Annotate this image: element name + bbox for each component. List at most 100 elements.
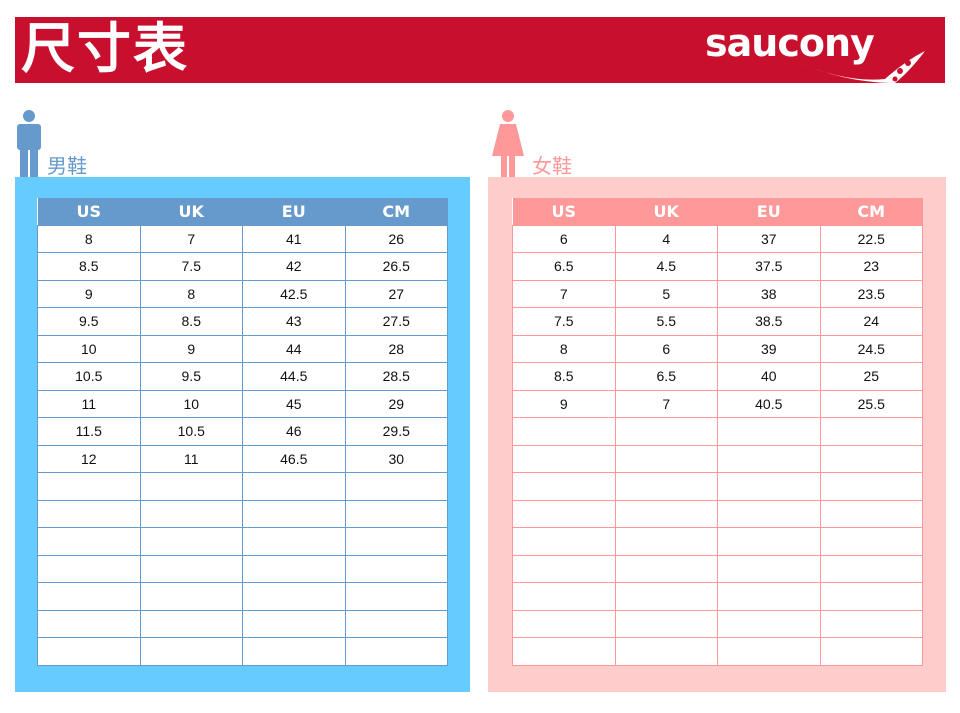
table-cell: 26: [344, 224, 448, 253]
men-label: 男鞋: [47, 154, 87, 178]
table-cell: [512, 499, 616, 528]
table-cell: 23.5: [819, 279, 923, 308]
table-cell: 29: [344, 389, 448, 418]
table-cell: [717, 609, 821, 638]
table-cell: [614, 609, 718, 638]
men-size-panel: US UK EU CM 8 7 41 26 8.5 7.5 42 26.5 9 8 42.5 27 9.5 8.5…: [15, 177, 470, 692]
table-cell: [344, 637, 448, 666]
table-cell: 6.5: [512, 252, 616, 281]
table-cell: [717, 417, 821, 446]
table-row: [512, 527, 923, 556]
table-cell: 4.5: [614, 252, 718, 281]
table-cell: 45: [242, 389, 346, 418]
table-cell: 4: [614, 224, 718, 253]
table-row: [512, 417, 923, 446]
table-cell: 7: [512, 279, 616, 308]
table-cell: [717, 582, 821, 611]
table-cell: [614, 444, 718, 473]
table-cell: 38: [717, 279, 821, 308]
table-cell: [37, 637, 141, 666]
table-cell: [242, 554, 346, 583]
table-cell: [717, 527, 821, 556]
table-cell: [242, 637, 346, 666]
table-cell: 24.5: [819, 334, 923, 363]
table-cell: 10.5: [37, 362, 141, 391]
table-row: 8.5 6.5 40 25: [512, 362, 923, 391]
table-cell: [139, 582, 243, 611]
table-cell: [242, 527, 346, 556]
table-cell: 8.5: [139, 307, 243, 336]
table-cell: 28.5: [344, 362, 448, 391]
table-row: [512, 472, 923, 501]
table-row: [37, 609, 448, 638]
table-row: [37, 582, 448, 611]
table-cell: 30: [344, 444, 448, 473]
table-row: [512, 499, 923, 528]
table-cell: 44.5: [242, 362, 346, 391]
table-cell: [614, 527, 718, 556]
table-row: [37, 637, 448, 666]
table-cell: [819, 472, 923, 501]
table-cell: 43: [242, 307, 346, 336]
table-cell: 11: [139, 444, 243, 473]
table-row: 10 9 44 28: [37, 334, 448, 363]
table-cell: [37, 554, 141, 583]
table-cell: 27: [344, 279, 448, 308]
table-row: 8.5 7.5 42 26.5: [37, 252, 448, 281]
table-cell: [819, 554, 923, 583]
table-cell: 10: [139, 389, 243, 418]
table-cell: 6: [512, 224, 616, 253]
saucony-swoosh-icon: [795, 51, 925, 83]
women-size-table: US UK EU CM 6 4 37 22.5 6.5 4.5 37.5 23 7 5 38 23.5 7.5 5…: [512, 198, 923, 666]
table-cell: [819, 499, 923, 528]
table-cell: [614, 554, 718, 583]
table-row: 6.5 4.5 37.5 23: [512, 252, 923, 281]
table-cell: [512, 472, 616, 501]
table-cell: 42.5: [242, 279, 346, 308]
table-row: 10.5 9.5 44.5 28.5: [37, 362, 448, 391]
table-cell: 38.5: [717, 307, 821, 336]
table-row: [512, 582, 923, 611]
column-header: EU: [242, 198, 345, 225]
table-row: 9.5 8.5 43 27.5: [37, 307, 448, 336]
table-cell: 22.5: [819, 224, 923, 253]
table-row: [512, 554, 923, 583]
table-cell: [139, 637, 243, 666]
table-cell: [242, 609, 346, 638]
table-cell: 9: [37, 279, 141, 308]
table-cell: 46.5: [242, 444, 346, 473]
table-cell: [344, 554, 448, 583]
header-banner: 尺寸表 saucony: [15, 17, 945, 83]
table-cell: [819, 417, 923, 446]
table-cell: [614, 417, 718, 446]
table-cell: [512, 554, 616, 583]
table-cell: [614, 637, 718, 666]
table-cell: 9: [512, 389, 616, 418]
table-cell: 37.5: [717, 252, 821, 281]
table-row: [37, 499, 448, 528]
table-cell: 25.5: [819, 389, 923, 418]
table-cell: 10: [37, 334, 141, 363]
table-cell: 11.5: [37, 417, 141, 446]
table-cell: [37, 472, 141, 501]
table-cell: 44: [242, 334, 346, 363]
table-cell: 40: [717, 362, 821, 391]
table-cell: 11: [37, 389, 141, 418]
table-cell: [512, 582, 616, 611]
table-cell: 10.5: [139, 417, 243, 446]
table-cell: [242, 472, 346, 501]
table-cell: [717, 499, 821, 528]
table-cell: [717, 444, 821, 473]
table-row: 11.5 10.5 46 29.5: [37, 417, 448, 446]
table-cell: 37: [717, 224, 821, 253]
table-cell: 27.5: [344, 307, 448, 336]
table-cell: 9.5: [37, 307, 141, 336]
table-cell: [242, 499, 346, 528]
woman-icon: [492, 110, 524, 178]
women-size-panel: US UK EU CM 6 4 37 22.5 6.5 4.5 37.5 23 7 5 38 23.5 7.5 5…: [488, 177, 946, 692]
table-cell: [512, 444, 616, 473]
table-cell: [139, 527, 243, 556]
table-cell: 25: [819, 362, 923, 391]
table-cell: [37, 499, 141, 528]
column-header: US: [37, 198, 140, 225]
